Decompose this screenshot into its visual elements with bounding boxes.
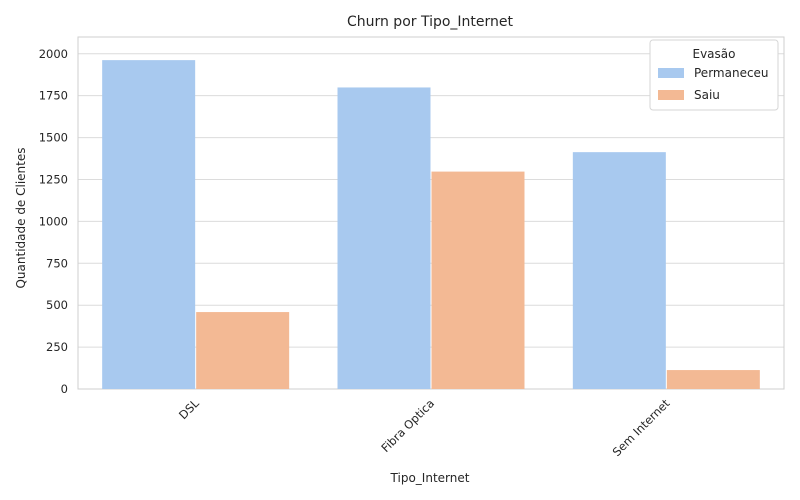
legend-swatch-saiu — [658, 90, 684, 100]
legend[interactable]: Evasão Permaneceu Saiu — [649, 39, 779, 111]
legend-label-saiu: Saiu — [694, 88, 720, 102]
legend-items: Permaneceu Saiu — [658, 66, 769, 102]
plot-frame — [77, 36, 785, 390]
y-tick-label: 250 — [46, 340, 68, 354]
chart-title: Churn por Tipo_Internet — [347, 14, 514, 30]
y-tick-label: 1500 — [39, 131, 68, 145]
x-axis-label: Tipo_Internet — [390, 471, 470, 485]
y-tick-label: 0 — [61, 382, 68, 396]
y-tick-label: 1000 — [39, 214, 68, 228]
x-axis-ticks: DSL Fibra Optica Sem Internet — [176, 396, 673, 459]
y-tick-label: 1250 — [39, 172, 68, 186]
legend-label-permaneceu: Permaneceu — [694, 66, 769, 80]
y-tick-label: 1750 — [39, 89, 68, 103]
legend-swatch-permaneceu — [658, 68, 684, 78]
bar-permaneceu-1[interactable] — [337, 87, 431, 389]
x-tick-label: DSL — [176, 396, 202, 422]
bars — [102, 60, 760, 389]
y-tick-label: 750 — [46, 256, 68, 270]
y-axis-label: Quantidade de Clientes — [14, 147, 28, 288]
y-axis-ticks: 0 250 500 750 1000 1250 1500 1750 2000 — [39, 47, 68, 396]
bar-saiu-2[interactable] — [666, 370, 760, 389]
bar-saiu-1[interactable] — [431, 171, 525, 389]
y-tick-label: 500 — [46, 298, 68, 312]
y-tick-label: 2000 — [39, 47, 68, 61]
x-tick-label: Sem Internet — [610, 396, 673, 459]
bar-permaneceu-0[interactable] — [102, 60, 196, 389]
bar-saiu-0[interactable] — [196, 312, 290, 389]
gridlines — [78, 53, 784, 390]
bar-permaneceu-2[interactable] — [572, 152, 666, 389]
x-tick-label: Fibra Optica — [378, 396, 437, 455]
legend-title: Evasão — [693, 47, 736, 61]
